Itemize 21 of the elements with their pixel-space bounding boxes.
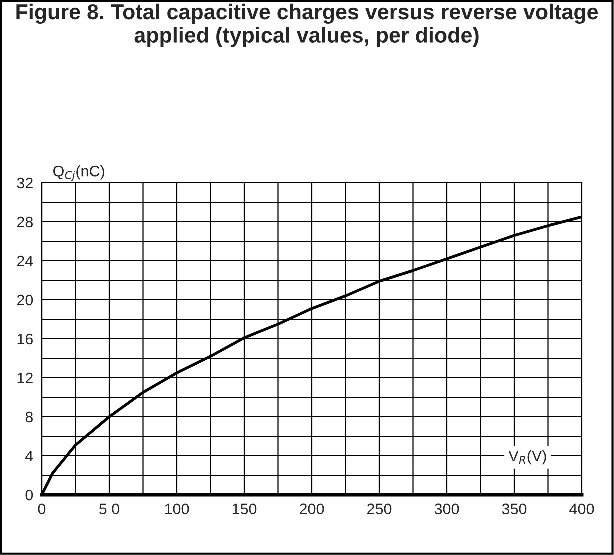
x-tick-label: 5 0: [99, 504, 120, 515]
y-tick-label: 28: [17, 216, 34, 228]
y-tick-label: 20: [17, 294, 34, 306]
y-tick-label: 16: [18, 334, 33, 345]
y-tick-label: 4: [26, 451, 34, 462]
x-tick-label: 0: [38, 504, 46, 515]
y-axis-title: Q$_{Cj}$(nC): [54, 166, 104, 182]
y-tick-label: 24: [17, 256, 34, 267]
y-tick-label: 32: [17, 178, 33, 189]
x-tick-label: 350: [502, 504, 527, 515]
x-tick-label: 150: [232, 504, 257, 515]
x-tick-label: 200: [300, 504, 324, 515]
x-tick-label: 300: [434, 504, 460, 515]
chart-title: Figure 8. Total capacitive charges versus reverse voltage applied (typical values, per diode): [16, 4, 598, 48]
x-tick-label: 400: [570, 504, 594, 515]
y-tick-label: 0: [26, 490, 34, 501]
x-tick-label: 100: [165, 504, 190, 515]
x-axis-title: V$_{R}$(V): [508, 450, 546, 465]
y-tick-label: 12: [18, 372, 33, 384]
y-tick-label: 8: [26, 412, 34, 423]
x-tick-label: 250: [368, 504, 392, 515]
